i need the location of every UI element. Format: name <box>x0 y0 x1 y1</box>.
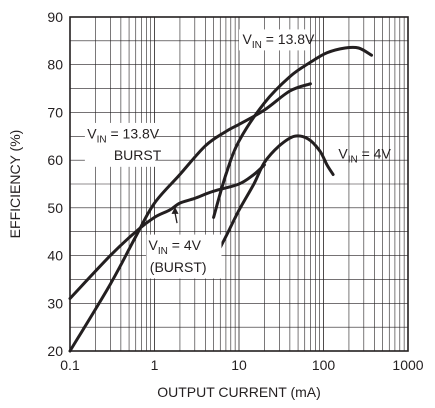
label-vin-4v-burst-line2: (BURST) <box>150 259 207 275</box>
label-symbol: V <box>242 31 252 47</box>
pointer-arrow-line <box>174 212 178 224</box>
label-value: = 4V <box>358 146 392 162</box>
x-tick-label: 1000 <box>392 357 423 373</box>
label-vin-4v: VIN = 4V <box>338 146 391 166</box>
label-vin-13-8v-burst-line2: BURST <box>114 147 162 163</box>
x-tick-label: 100 <box>312 357 336 373</box>
curve-vin-4v-burst <box>68 163 266 300</box>
plot-frame <box>69 16 409 352</box>
label-symbol: V <box>87 126 97 142</box>
x-tick-label: 0.1 <box>60 357 80 373</box>
y-tick-label: 30 <box>47 295 63 311</box>
label-vin-13-8v-burst: VIN = 13.8V <box>87 126 160 146</box>
label-vin-4v-burst-background <box>146 234 222 279</box>
label-vin-13-8v-burst-background <box>84 122 156 167</box>
curve-vin-4v <box>212 134 335 262</box>
x-tick-label: 10 <box>231 357 247 373</box>
pointer-arrow-head <box>171 206 179 214</box>
curves <box>68 45 373 353</box>
label-vin-13-8v-background <box>239 29 308 51</box>
label-symbol: V <box>149 237 159 253</box>
label-value: = 13.8V <box>262 31 315 47</box>
curve-vin-13-8v-burst <box>68 82 312 353</box>
y-tick-label: 80 <box>47 57 63 73</box>
tick-labels: 0.1 1 10 100 1000 20 30 40 50 60 70 80 90 <box>47 9 423 373</box>
curve-vin-13-8v <box>212 45 373 219</box>
label-vin-13-8v: VIN = 13.8V <box>242 31 315 51</box>
label-subscript: IN <box>252 40 262 51</box>
y-tick-label: 70 <box>47 104 63 120</box>
label-subscript: IN <box>158 246 168 257</box>
x-axis-title: OUTPUT CURRENT (mA) <box>157 384 321 400</box>
y-tick-label: 20 <box>47 343 63 359</box>
y-tick-label: 60 <box>47 152 63 168</box>
label-subscript: IN <box>97 135 107 146</box>
y-tick-label: 90 <box>47 9 63 25</box>
y-axis-title: EFFICIENCY (%) <box>7 130 23 239</box>
grid <box>70 17 408 351</box>
label-symbol: V <box>338 146 348 162</box>
y-tick-label: 40 <box>47 248 63 264</box>
y-tick-label: 50 <box>47 200 63 216</box>
x-tick-label: 1 <box>151 357 159 373</box>
label-value: = 4V <box>168 237 202 253</box>
label-value: = 13.8V <box>107 126 160 142</box>
label-subscript: IN <box>348 155 358 166</box>
label-vin-4v-burst: VIN = 4V <box>149 237 202 257</box>
